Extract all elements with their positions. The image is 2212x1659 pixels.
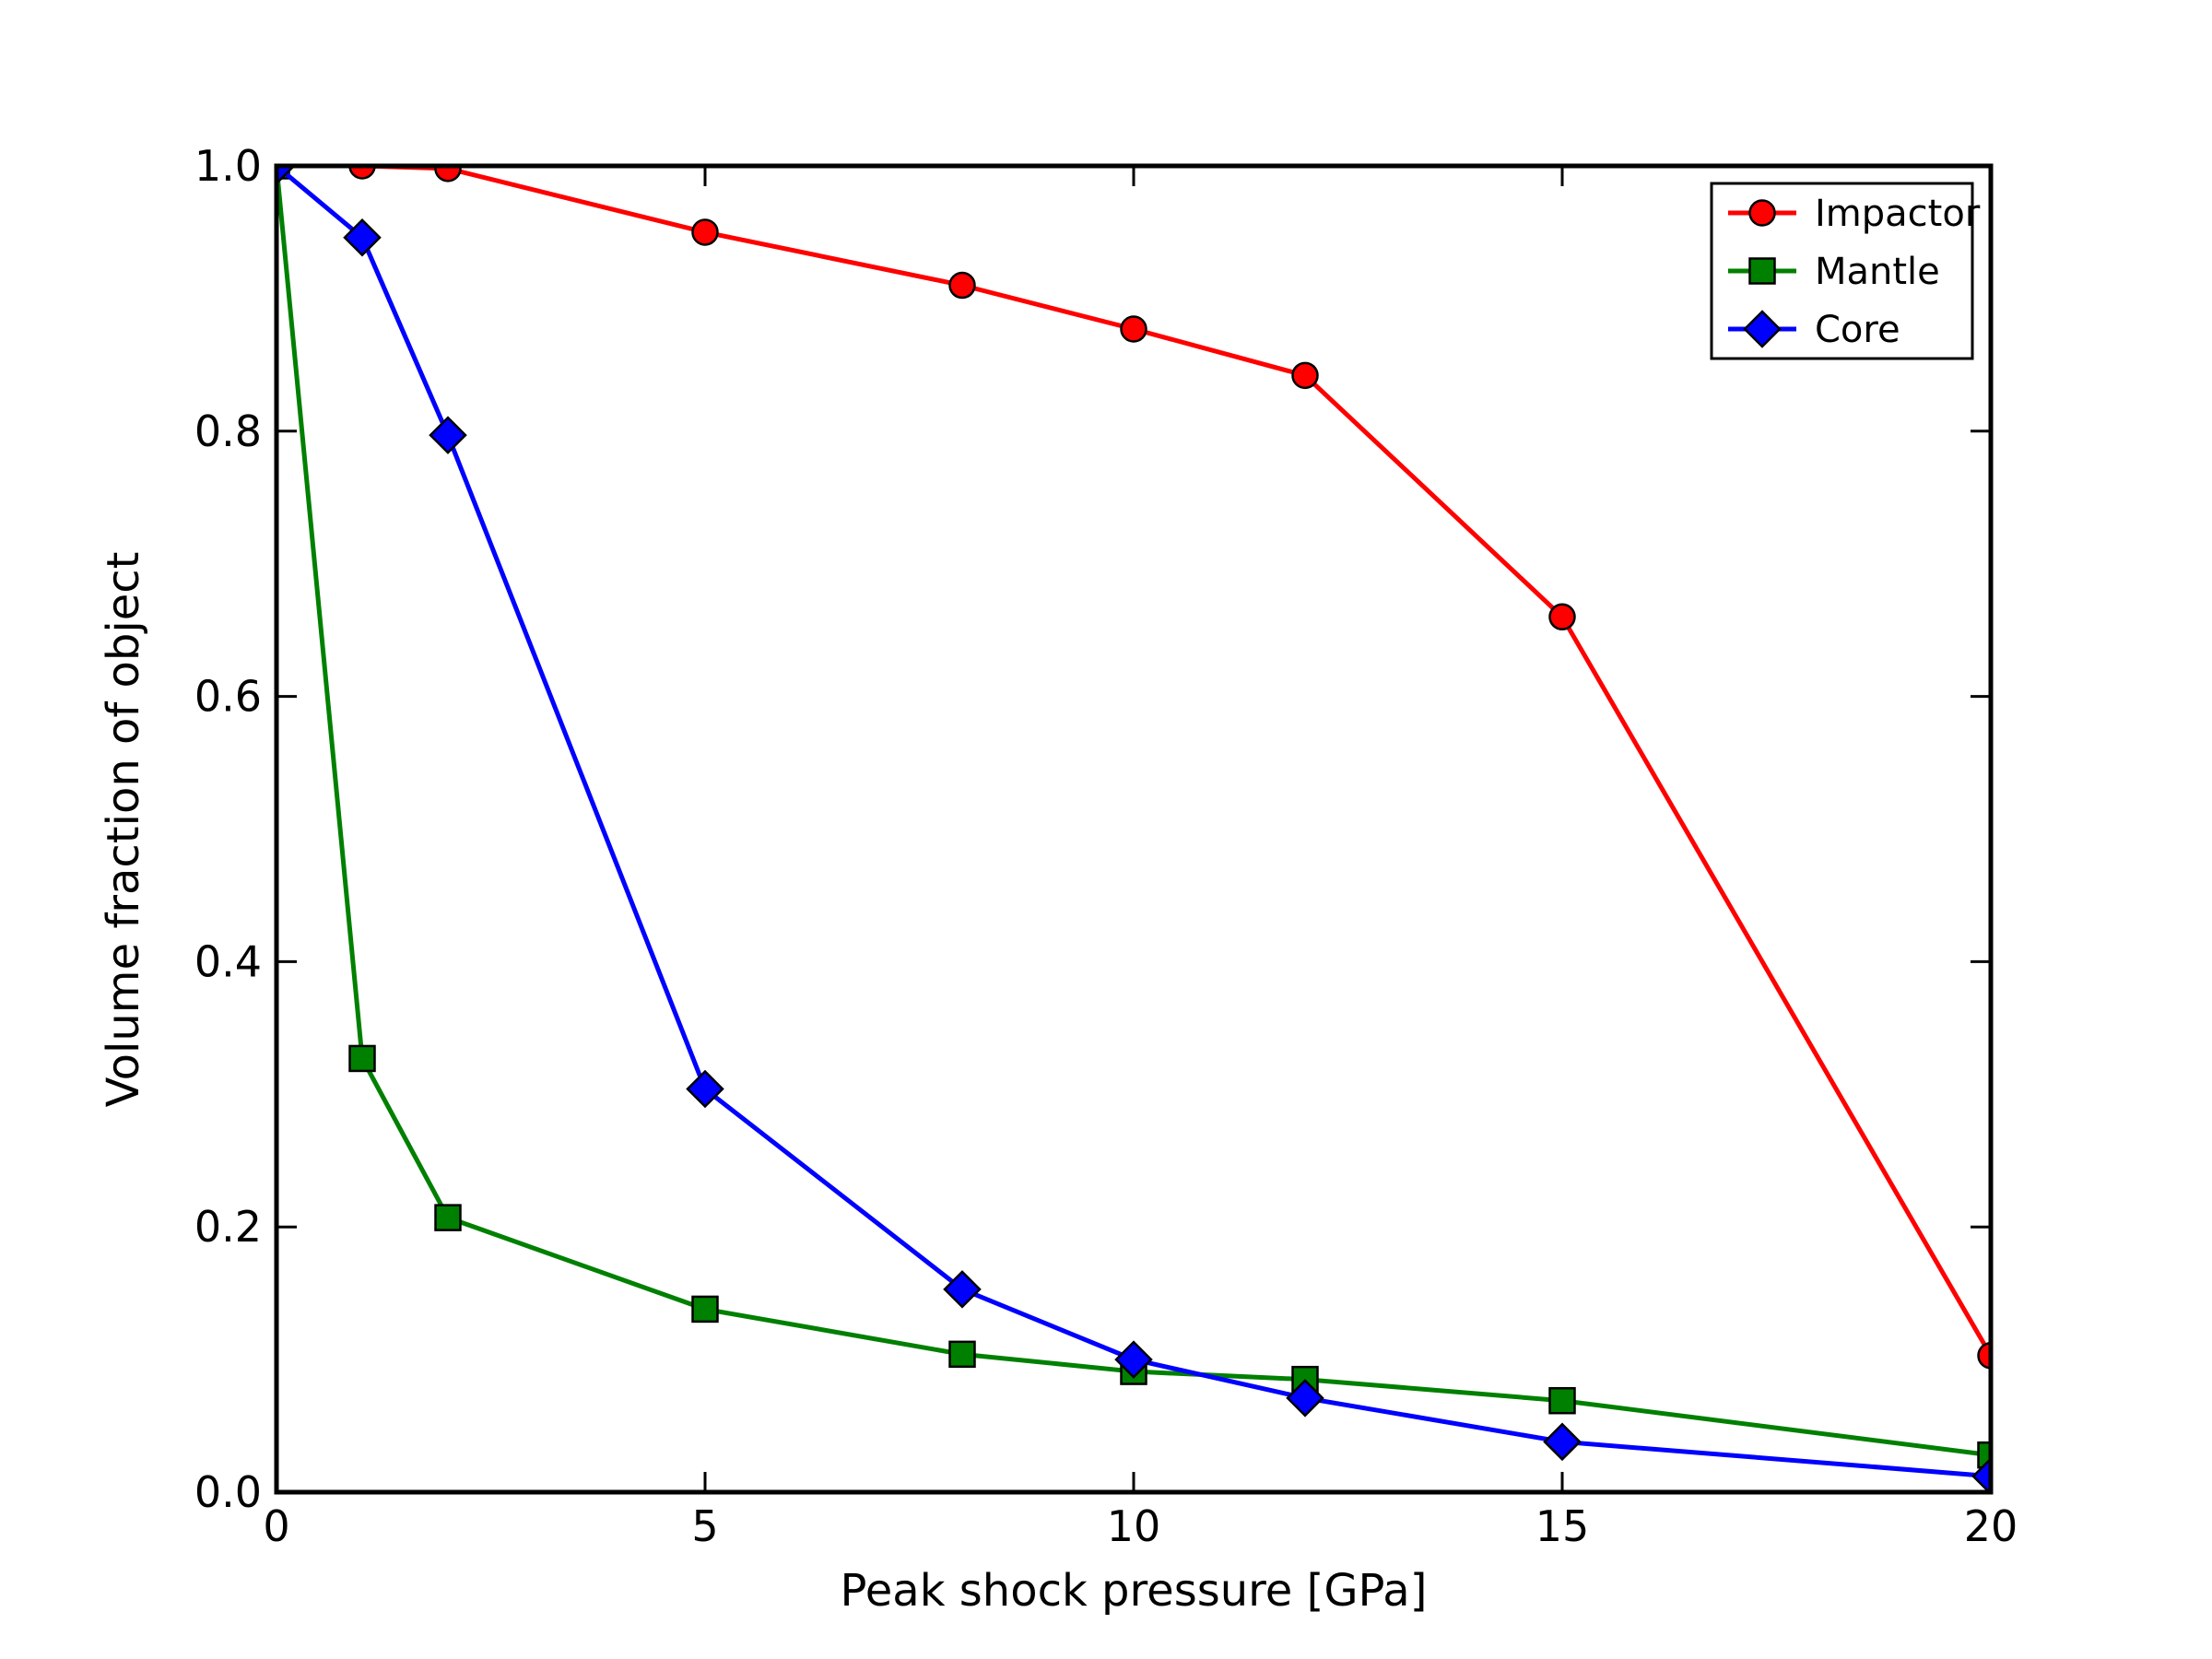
axes-layer: 0 5 10 15 20 0.0 0.2 0.4 0.6 0.8 1.0 — [194, 141, 2018, 1551]
x-axis-title: Peak shock pressure [GPa] — [841, 1565, 1428, 1617]
x-tick-label: 20 — [1964, 1501, 2018, 1551]
legend-item-core: Core — [1728, 309, 1900, 351]
series-core-marker — [686, 1069, 724, 1109]
legend-item-impactor: Impactor — [1728, 193, 1981, 235]
series-impactor-marker — [348, 166, 376, 180]
series-mantle-marker — [434, 1204, 462, 1231]
series-core-marker — [429, 416, 467, 454]
plot-frame — [274, 163, 1994, 1495]
legend-marker-diamond — [1743, 310, 1782, 348]
y-axis-title: Volume fraction of object — [98, 552, 149, 1108]
series-core — [276, 166, 1991, 1492]
x-tick-label: 10 — [1107, 1501, 1161, 1551]
series-core-line — [276, 166, 1991, 1479]
y-tick-label: 0.6 — [194, 672, 262, 722]
x-tick-label: 5 — [691, 1501, 718, 1551]
x-tick-label: 15 — [1535, 1501, 1590, 1551]
series-impactor-marker — [691, 218, 719, 246]
series-mantle-marker — [1548, 1386, 1576, 1415]
y-tick-label: 0.8 — [194, 406, 262, 456]
legend-label: Core — [1815, 309, 1900, 351]
legend-marker-square — [1748, 257, 1776, 285]
series-layer — [276, 166, 1991, 1492]
series-impactor-marker — [1548, 603, 1576, 631]
y-tick-label: 1.0 — [194, 141, 262, 191]
series-core-marker — [1543, 1422, 1582, 1462]
legend-label: Impactor — [1815, 193, 1981, 235]
legend: Impactor Mantle Core — [1710, 182, 1981, 360]
y-tick-label: 0.0 — [194, 1467, 262, 1517]
series-core-marker — [1286, 1379, 1324, 1418]
y-tick-label: 0.2 — [194, 1202, 262, 1252]
series-core-marker — [1114, 1340, 1153, 1379]
legend-marker-circle — [1748, 199, 1776, 227]
series-core-marker — [276, 166, 296, 185]
series-mantle-marker — [948, 1340, 976, 1369]
series-impactor-marker — [1120, 315, 1147, 343]
series-impactor-marker — [948, 271, 976, 300]
series-core-marker — [343, 218, 382, 257]
series-core-marker — [1971, 1456, 1991, 1492]
series-mantle — [276, 166, 1991, 1469]
series-core-marker — [943, 1270, 982, 1309]
legend-item-mantle: Mantle — [1728, 251, 1940, 293]
x-tick-label: 0 — [263, 1501, 289, 1551]
legend-label: Mantle — [1815, 251, 1940, 293]
series-impactor-marker — [1291, 361, 1319, 390]
series-mantle-marker — [348, 1044, 376, 1073]
y-tick-label: 0.4 — [194, 936, 262, 986]
series-mantle-marker — [691, 1295, 719, 1324]
series-impactor-marker — [434, 166, 462, 182]
series-impactor-marker — [1977, 1342, 1991, 1370]
